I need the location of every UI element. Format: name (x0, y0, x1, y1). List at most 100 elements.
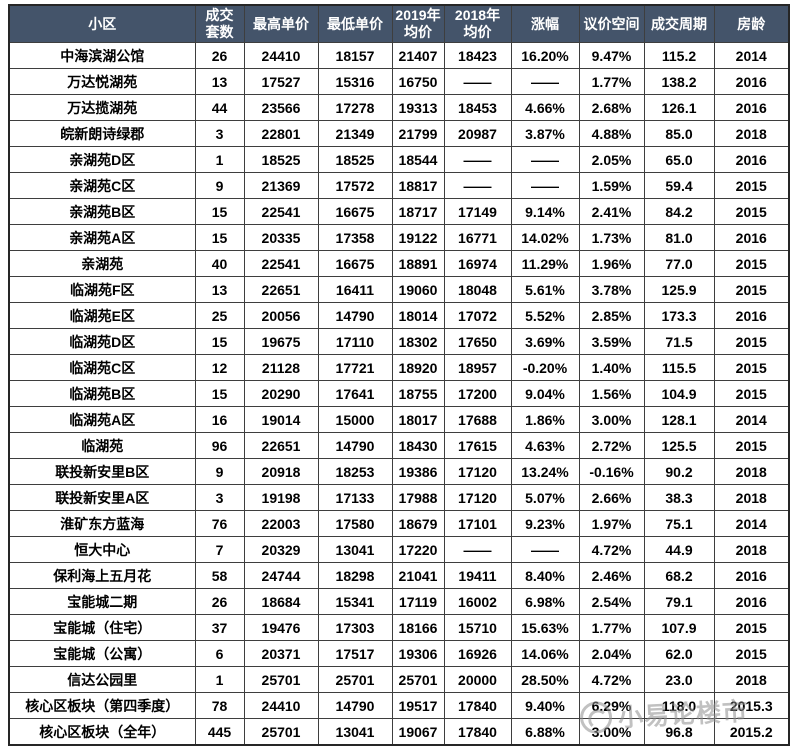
table-cell: 24410 (243, 42, 319, 69)
table-cell: 5.07% (510, 484, 580, 511)
table-cell: 77.0 (643, 250, 715, 277)
table-cell: 17072 (443, 302, 512, 329)
table-cell: 临湖苑E区 (8, 302, 196, 329)
table-cell: 18684 (243, 588, 319, 615)
table-cell: —— (443, 68, 512, 95)
table-cell: 6.98% (510, 588, 580, 615)
table-cell: 亲湖苑A区 (8, 224, 196, 251)
table-cell: 81.0 (643, 224, 715, 251)
table-row: 临湖苑C区 12 21128 17721 18920 18957 -0.20% 1.40% 11… (8, 354, 790, 381)
table-cell: 4.88% (578, 120, 645, 147)
table-cell: 20335 (243, 224, 319, 251)
table-row: 万达悦湖苑 13 17527 15316 16750 —— —— 1.77% 138.2 2016 (8, 68, 790, 95)
table-cell: 18453 (443, 94, 512, 121)
table-cell: 亲湖苑B区 (8, 198, 196, 225)
table-row: 临湖苑F区 13 22651 16411 19060 18048 5.61% 3.78% 125… (8, 276, 790, 303)
column-header-4: 2019年 均价 (391, 4, 445, 43)
table-cell: 17120 (443, 458, 512, 485)
table-cell: 2.04% (578, 640, 645, 667)
table-cell: 17840 (443, 718, 512, 746)
table-row: 联投新安里B区 9 20918 18253 19386 17120 13.24% -0.16%… (8, 458, 790, 485)
table-cell: 26 (194, 588, 245, 615)
table-cell: 19675 (243, 328, 319, 355)
table-cell: 18157 (317, 42, 393, 69)
table-cell: 2014 (713, 406, 790, 433)
table-cell: 22651 (243, 432, 319, 459)
table-cell: 20371 (243, 640, 319, 667)
table-cell: 宝能城二期 (8, 588, 196, 615)
table-row: 核心区板块（第四季度） 78 24410 14790 19517 17840 9.40% 6.… (8, 692, 790, 719)
table-cell: 18302 (391, 328, 445, 355)
table-cell: 1 (194, 666, 245, 693)
table-cell: 19411 (443, 562, 512, 589)
table-cell: 17641 (317, 380, 393, 407)
table-cell: 3.78% (578, 276, 645, 303)
table-cell: 17615 (443, 432, 512, 459)
table-cell: 23.0 (643, 666, 715, 693)
table-cell: 14.06% (510, 640, 580, 667)
table-cell: 18166 (391, 614, 445, 641)
table-cell: 18525 (243, 146, 319, 173)
table-cell: 14790 (317, 432, 393, 459)
table-cell: 25701 (243, 718, 319, 746)
table-cell: 2018 (713, 536, 790, 563)
table-cell: 2.66% (578, 484, 645, 511)
table-cell: 8.40% (510, 562, 580, 589)
table-cell: 9.40% (510, 692, 580, 719)
table-cell: 18017 (391, 406, 445, 433)
column-header-6: 涨幅 (510, 4, 580, 43)
table-cell: 115.5 (643, 354, 715, 381)
table-cell: 21128 (243, 354, 319, 381)
table-cell: 保利海上五月花 (8, 562, 196, 589)
table-cell: 2015 (713, 614, 790, 641)
table-cell: 2015 (713, 640, 790, 667)
table-cell: —— (443, 536, 512, 563)
table-cell: 4.72% (578, 536, 645, 563)
table-cell: 21349 (317, 120, 393, 147)
table-cell: 19386 (391, 458, 445, 485)
table-cell: 17119 (391, 588, 445, 615)
table-cell: 17721 (317, 354, 393, 381)
table-cell: 19313 (391, 94, 445, 121)
table-row: 临湖苑 96 22651 14790 18430 17615 4.63% 2.72% 125.5… (8, 432, 790, 459)
table-cell: 96 (194, 432, 245, 459)
table-cell: 15710 (443, 614, 512, 641)
table-row: 皖新朗诗绿郡 3 22801 21349 21799 20987 3.87% 4.88% 85.… (8, 120, 790, 147)
table-row: 核心区板块（全年） 445 25701 13041 19067 17840 6.88% 3.0… (8, 718, 790, 746)
table-cell: 17220 (391, 536, 445, 563)
table-row: 临湖苑B区 15 20290 17641 18755 17200 9.04% 1.56% 104… (8, 380, 790, 407)
table-cell: 9 (194, 172, 245, 199)
table-cell: 核心区板块（全年） (8, 718, 196, 746)
table-cell: 13041 (317, 718, 393, 746)
table-cell: 19476 (243, 614, 319, 641)
table-row: 宝能城（公寓） 6 20371 17517 19306 16926 14.06% 2.04% 6… (8, 640, 790, 667)
table-cell: 2016 (713, 146, 790, 173)
table-cell: 19060 (391, 276, 445, 303)
table-cell: 104.9 (643, 380, 715, 407)
table-cell: 2016 (713, 562, 790, 589)
table-cell: 68.2 (643, 562, 715, 589)
column-header-3: 最低单价 (317, 4, 393, 43)
table-cell: 17303 (317, 614, 393, 641)
table-cell: 1.97% (578, 510, 645, 537)
table-row: 临湖苑D区 15 19675 17110 18302 17650 3.69% 3.59% 71.… (8, 328, 790, 355)
table-cell: 15 (194, 380, 245, 407)
table-cell: 9.04% (510, 380, 580, 407)
table-cell: 3.00% (578, 406, 645, 433)
table-cell: 128.1 (643, 406, 715, 433)
table-cell: 17650 (443, 328, 512, 355)
table-cell: 20056 (243, 302, 319, 329)
table-cell: 1 (194, 146, 245, 173)
table-cell: 28.50% (510, 666, 580, 693)
table-cell: 5.52% (510, 302, 580, 329)
table-cell: 宝能城（住宅） (8, 614, 196, 641)
table-cell: 40 (194, 250, 245, 277)
table-cell: 临湖苑F区 (8, 276, 196, 303)
table-cell: 4.63% (510, 432, 580, 459)
table-cell: 24744 (243, 562, 319, 589)
table-cell: 18525 (317, 146, 393, 173)
table-row: 万达揽湖苑 44 23566 17278 19313 18453 4.66% 2.68% 126… (8, 94, 790, 121)
table-cell: 18817 (391, 172, 445, 199)
table-row: 临湖苑E区 25 20056 14790 18014 17072 5.52% 2.85% 173… (8, 302, 790, 329)
table-cell: 亲湖苑 (8, 250, 196, 277)
